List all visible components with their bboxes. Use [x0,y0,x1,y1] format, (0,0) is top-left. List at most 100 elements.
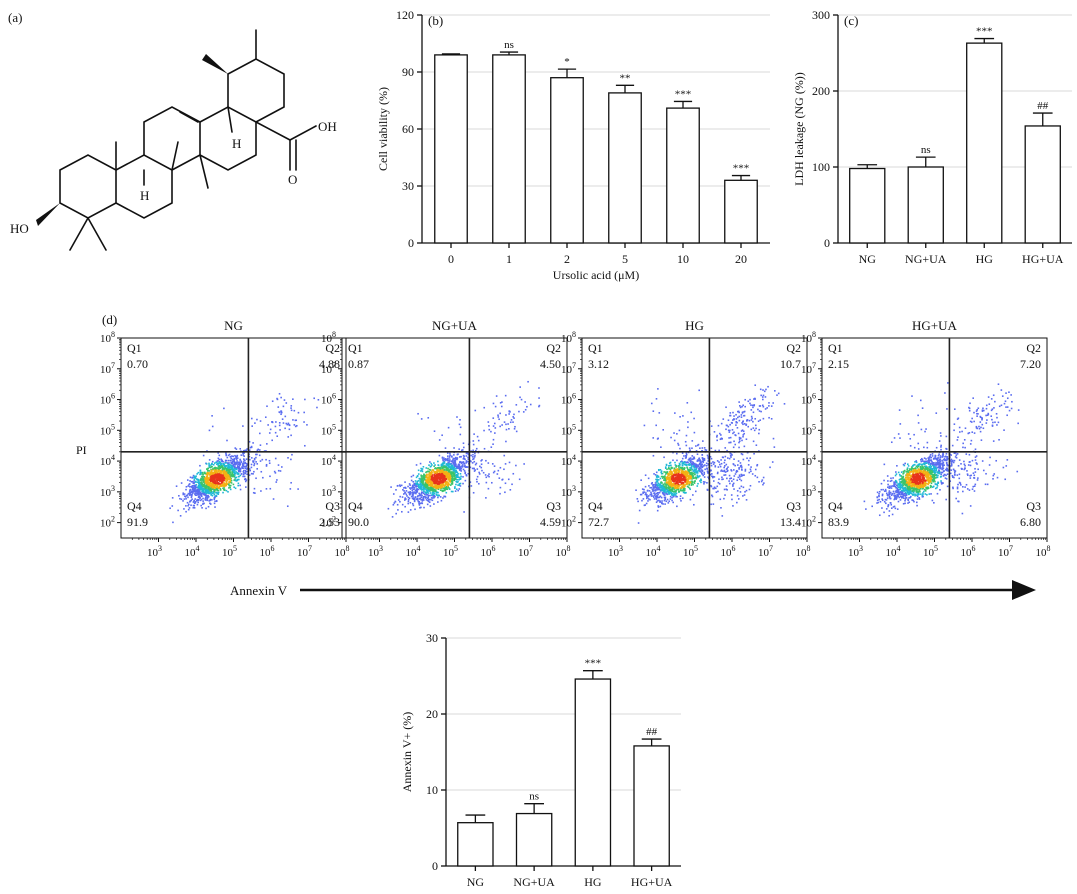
event-dot [684,480,687,482]
event-dot [186,479,189,481]
event-dot [228,476,231,479]
event-dot [443,465,445,467]
event-dot [225,464,228,467]
event-dot [462,446,465,449]
event-dot [739,475,741,478]
event-dot [227,473,229,475]
event-dot [471,462,474,464]
event-dot [197,485,200,488]
y-tick-label: 10 [426,783,438,797]
event-dot [199,491,202,493]
event-dot [189,492,191,495]
event-dot [672,487,674,489]
event-dot [670,485,673,487]
event-dot [453,467,455,469]
event-dot [691,468,694,471]
event-dot [225,454,228,457]
event-dot [667,502,670,504]
event-dot [231,462,234,464]
flow-plot-frame [341,337,568,539]
event-dot [193,475,196,478]
event-dot [254,492,256,494]
event-dot [203,471,206,474]
event-dot [231,475,233,478]
event-dot [475,478,478,481]
event-dot [427,494,429,497]
event-dot [416,497,419,500]
event-dot [645,493,648,496]
event-dot [304,398,306,401]
event-dot [436,486,439,488]
event-dot [663,488,665,491]
event-dot [514,425,516,428]
event-dot [686,479,689,482]
event-dot [169,507,171,510]
event-dot [430,472,433,474]
event-dot [271,439,273,442]
x-tick-label: 20 [735,252,747,266]
event-dot [223,482,225,484]
event-dot [216,463,218,466]
tick-base: 10 [222,547,234,559]
event-dot [230,462,233,465]
event-dot [694,473,696,476]
event-dot [677,488,680,490]
event-dot [412,488,415,491]
event-dot [242,470,245,473]
event-dot [645,495,648,497]
event-dot [716,439,718,442]
event-dot [450,479,452,482]
event-dot [754,384,757,387]
event-dot [510,419,513,421]
event-dot [754,474,757,477]
event-dot [671,483,673,486]
event-dot [201,507,203,509]
event-dot [465,460,468,462]
event-dot [246,464,249,466]
event-dot [657,505,659,507]
event-dot [427,500,430,503]
event-dot [277,464,280,466]
x-tick-label: NG+UA [513,875,555,889]
event-dot [449,471,452,473]
tick-exponent: 5 [332,422,336,431]
event-dot [432,477,435,479]
event-dot [500,405,503,408]
event-dot [646,497,648,500]
event-dot [711,494,713,497]
event-dot [467,472,470,475]
event-dot [447,457,449,460]
event-dot [418,502,420,505]
event-dot [186,501,189,504]
event-dot [194,484,197,487]
event-dot [736,494,739,497]
event-dot [228,464,231,466]
event-dot [750,415,753,418]
event-dot [406,495,408,497]
tick-base: 10 [260,547,272,559]
event-dot [288,428,291,431]
event-dot [684,454,687,457]
event-dot [215,471,217,474]
event-dot [671,467,674,469]
event-dot [203,482,206,484]
event-dot [744,468,747,471]
event-dot [202,492,205,495]
event-dot [193,484,195,487]
event-dot [696,460,699,462]
event-dot [393,502,396,504]
tick-base: 10 [406,547,418,559]
event-dot [663,490,665,493]
event-dot [686,482,689,484]
event-dot [753,398,755,400]
event-dot [665,486,668,489]
event-dot [689,498,692,501]
event-dot [676,459,678,462]
event-dot [244,467,247,470]
tick-base: 10 [100,425,112,437]
event-dot [180,482,183,484]
event-dot [419,480,422,483]
panel-d-letter: (d) [102,312,117,327]
event-dot [265,465,268,467]
event-dot [225,452,227,455]
